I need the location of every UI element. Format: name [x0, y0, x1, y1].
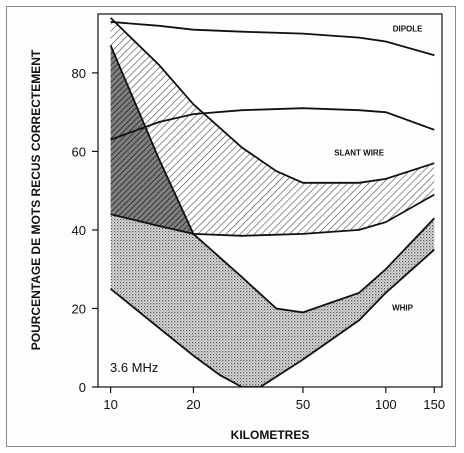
labels-group: DIPOLE SLANT WIRE WHIP: [334, 25, 423, 313]
series-label-dipole: DIPOLE: [393, 25, 423, 34]
x-tick-label: 150: [423, 397, 445, 412]
y-tick-label: 0: [79, 380, 86, 395]
band-whip: [110, 45, 435, 387]
y-tick-label: 20: [72, 301, 86, 316]
y-tick-label: 60: [72, 144, 86, 159]
x-tick-label: 100: [375, 397, 397, 412]
band-slant-wire: [110, 17, 435, 236]
curve-dipole-lower: [110, 107, 435, 141]
curve-slant-wire-upper: [109, 17, 435, 184]
y-tick-label: 80: [72, 66, 86, 81]
x-tick-label: 10: [103, 397, 117, 412]
x-axis-title: KILOMETRES: [231, 428, 310, 442]
y-tick-label: 40: [72, 223, 86, 238]
x-tick-label: 20: [186, 397, 200, 412]
series-label-whip: WHIP: [392, 303, 414, 312]
bands-group: [110, 17, 435, 387]
outlines-group: [109, 17, 435, 387]
curve-slant-wire-lower: [110, 193, 435, 237]
curve-dipole-upper: [110, 21, 435, 57]
x-tick-label: 50: [296, 397, 310, 412]
frequency-annotation: 3.6 MHz: [110, 360, 158, 375]
curve-whip-lower: [110, 248, 435, 387]
curve-whip-upper: [109, 45, 435, 314]
plot-area-border: [97, 13, 443, 388]
y-axis-title: POURCENTAGE DE MOTS RECUS CORRECTEMENT: [29, 49, 43, 350]
ticks-group: 10 20 50 100 150 0 20 40 60 80: [72, 66, 446, 412]
series-label-slant-wire: SLANT WIRE: [334, 148, 384, 157]
